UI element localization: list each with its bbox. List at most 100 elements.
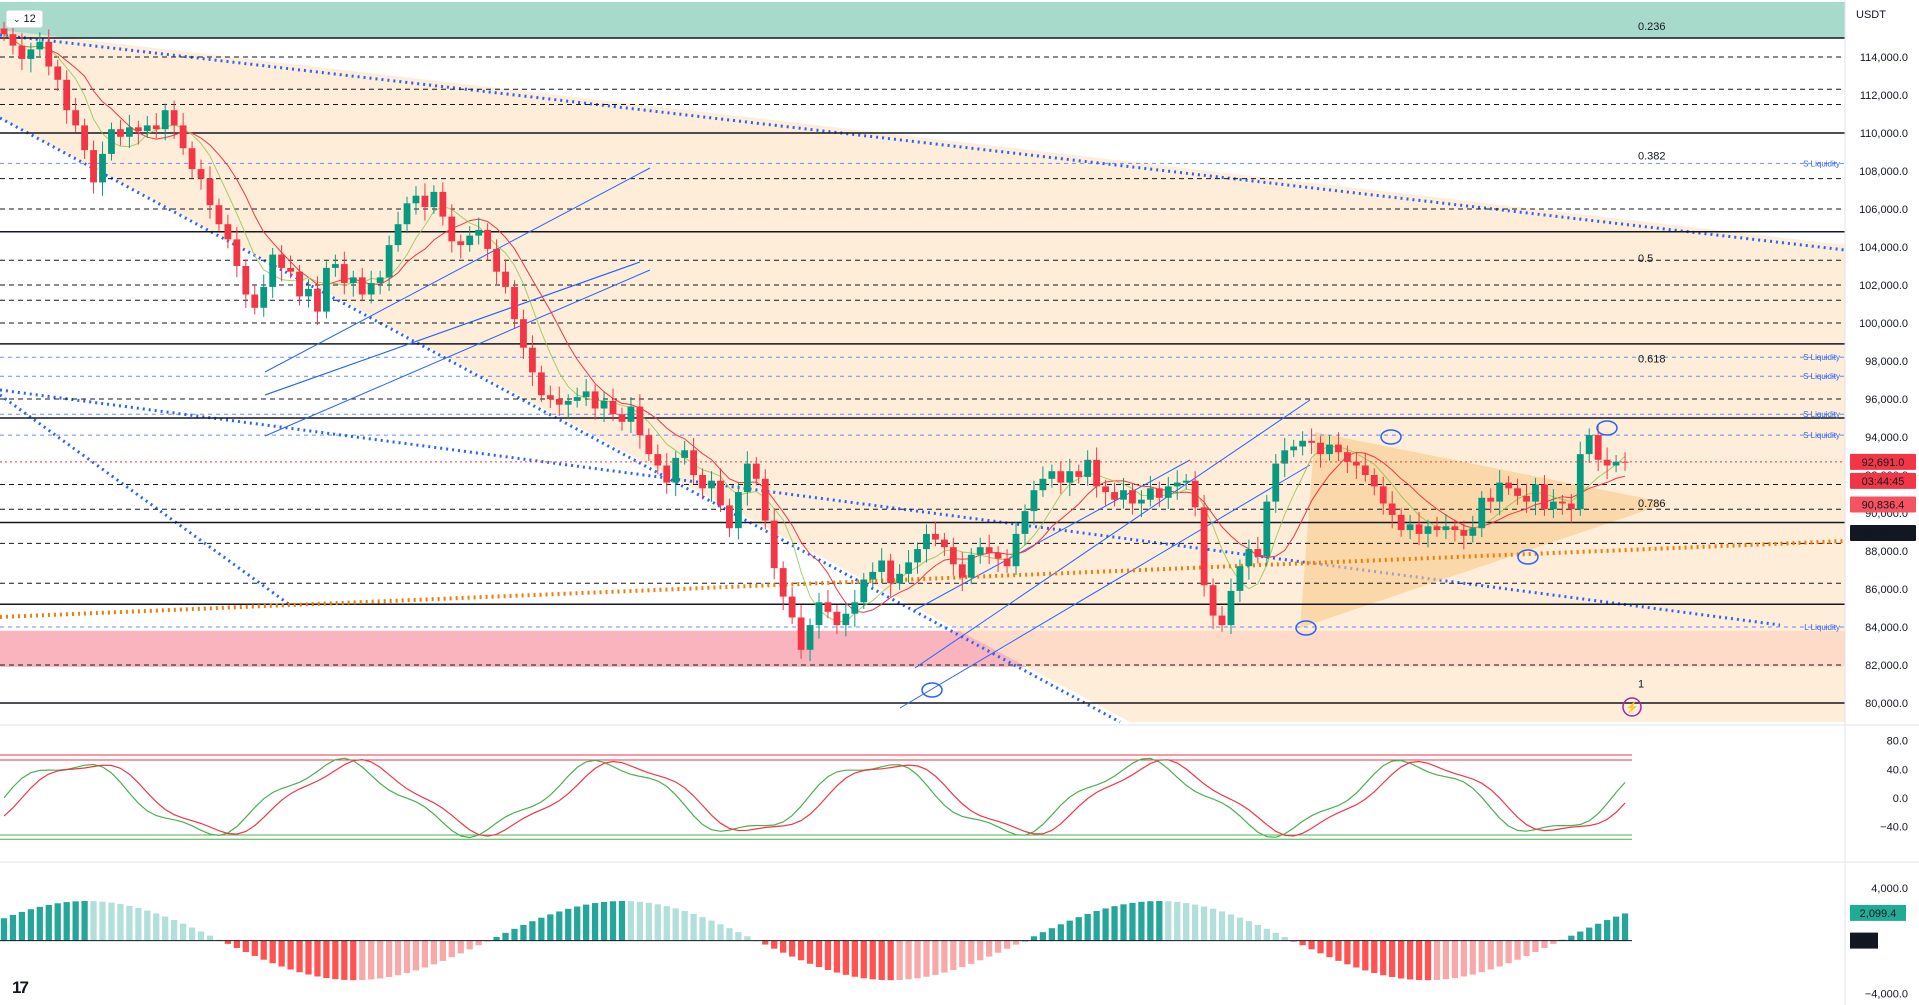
candle-body [645,435,653,455]
stoch-tick-label: 40.0 [1887,764,1908,776]
candle-body [1263,501,1271,557]
macd-bar [1532,940,1539,953]
macd-bar [1389,940,1396,978]
macd-bar [242,940,249,953]
candle-body [323,267,330,312]
macd-bar [233,940,240,949]
ellipse-marker [1295,620,1317,636]
macd-value-text: 2,099.4 [1860,908,1897,920]
candle-body [1514,488,1521,496]
macd-bar [1362,940,1369,971]
candle-body [45,41,53,67]
candle-body [269,254,277,287]
macd-bar [224,940,232,944]
candle-body [385,245,393,278]
candle-body [1558,501,1566,504]
candle-body [1397,514,1405,531]
interval-button[interactable]: ⌄ 12 [6,10,43,28]
candle-body [358,277,366,295]
macd-bar [1138,901,1145,941]
candle-body [1272,463,1280,502]
price-tick-label: 80,000.0 [1865,698,1908,710]
candle-body [591,391,599,409]
macd-bar [135,908,142,941]
macd-bar [1227,914,1235,941]
candle-body [1612,461,1620,466]
macd-bar [1057,924,1064,941]
macd-bar [923,940,930,977]
candle-body [421,195,429,208]
candle-body [27,49,35,59]
candle-body [1191,480,1199,508]
macd-bar [63,902,70,941]
macd-bar [1505,940,1512,964]
stoch-k-line [3,757,1626,839]
macd-bar [305,940,312,975]
candle-body [63,79,71,111]
macd-bar [1460,940,1467,977]
macd-bar [994,940,1002,953]
macd-bar [1102,908,1109,941]
interval-label: 12 [23,13,36,25]
ellipse-marker [1596,420,1618,436]
candle-body [699,475,706,489]
macd-bar [1612,916,1620,941]
candle-body [1254,549,1262,557]
candle-body [161,110,169,130]
candle-body [215,205,223,225]
candle-body [878,560,886,572]
candle-body [1335,444,1342,453]
candle-body [1451,526,1459,531]
price-badge-text: 03:44:45 [1862,476,1905,488]
liquidity-label: L Liquidity [1804,623,1840,632]
candle-body [1532,484,1539,502]
stoch-tick-label: −40.0 [1880,821,1908,833]
candle-body [1057,471,1065,483]
price-badge [1850,472,1916,489]
candle-body [520,319,527,348]
candle-body [851,602,859,614]
macd-bar [1317,940,1324,954]
macd-bar [1147,901,1154,941]
macd-bar [878,940,885,980]
macd-bar [1236,917,1244,941]
candle-body [824,602,832,612]
macd-bar [179,923,187,941]
price-badge [1850,524,1916,541]
macd-bar [359,940,366,981]
macd-bar [206,935,214,941]
macd-bar [323,940,330,979]
price-tick-label: 84,000.0 [1865,622,1908,634]
candle-body [1290,446,1298,451]
candle-body [72,110,80,126]
macd-bar [1030,936,1038,941]
candle-body [967,554,975,578]
ellipse-marker [1380,429,1402,445]
candle-body [197,169,205,179]
macd-bar [681,910,688,941]
macd-bar [690,913,697,941]
macd-bar [600,901,608,941]
tradingview-logo-icon[interactable]: 17 [12,978,29,997]
candle-body [143,125,151,132]
candle-body [108,129,115,154]
macd-bar [99,901,106,941]
candle-body [278,254,286,268]
channel-lower-2 [899,464,1311,709]
price-tick-label: 114,000.0 [1860,52,1908,64]
macd-bar [197,931,205,941]
candle-body [1227,590,1235,626]
macd-bar [824,940,832,970]
macd-bar [421,940,429,968]
candle-body [134,127,142,132]
macd-bar [1586,927,1593,941]
macd-bar [869,940,876,980]
candle-body [1442,526,1450,531]
macd-bar [188,927,196,941]
candle-body [555,399,563,405]
candle-body [1200,507,1208,586]
macd-bar [403,940,411,973]
candle-body [752,463,760,479]
ellipse-marker [921,682,943,698]
